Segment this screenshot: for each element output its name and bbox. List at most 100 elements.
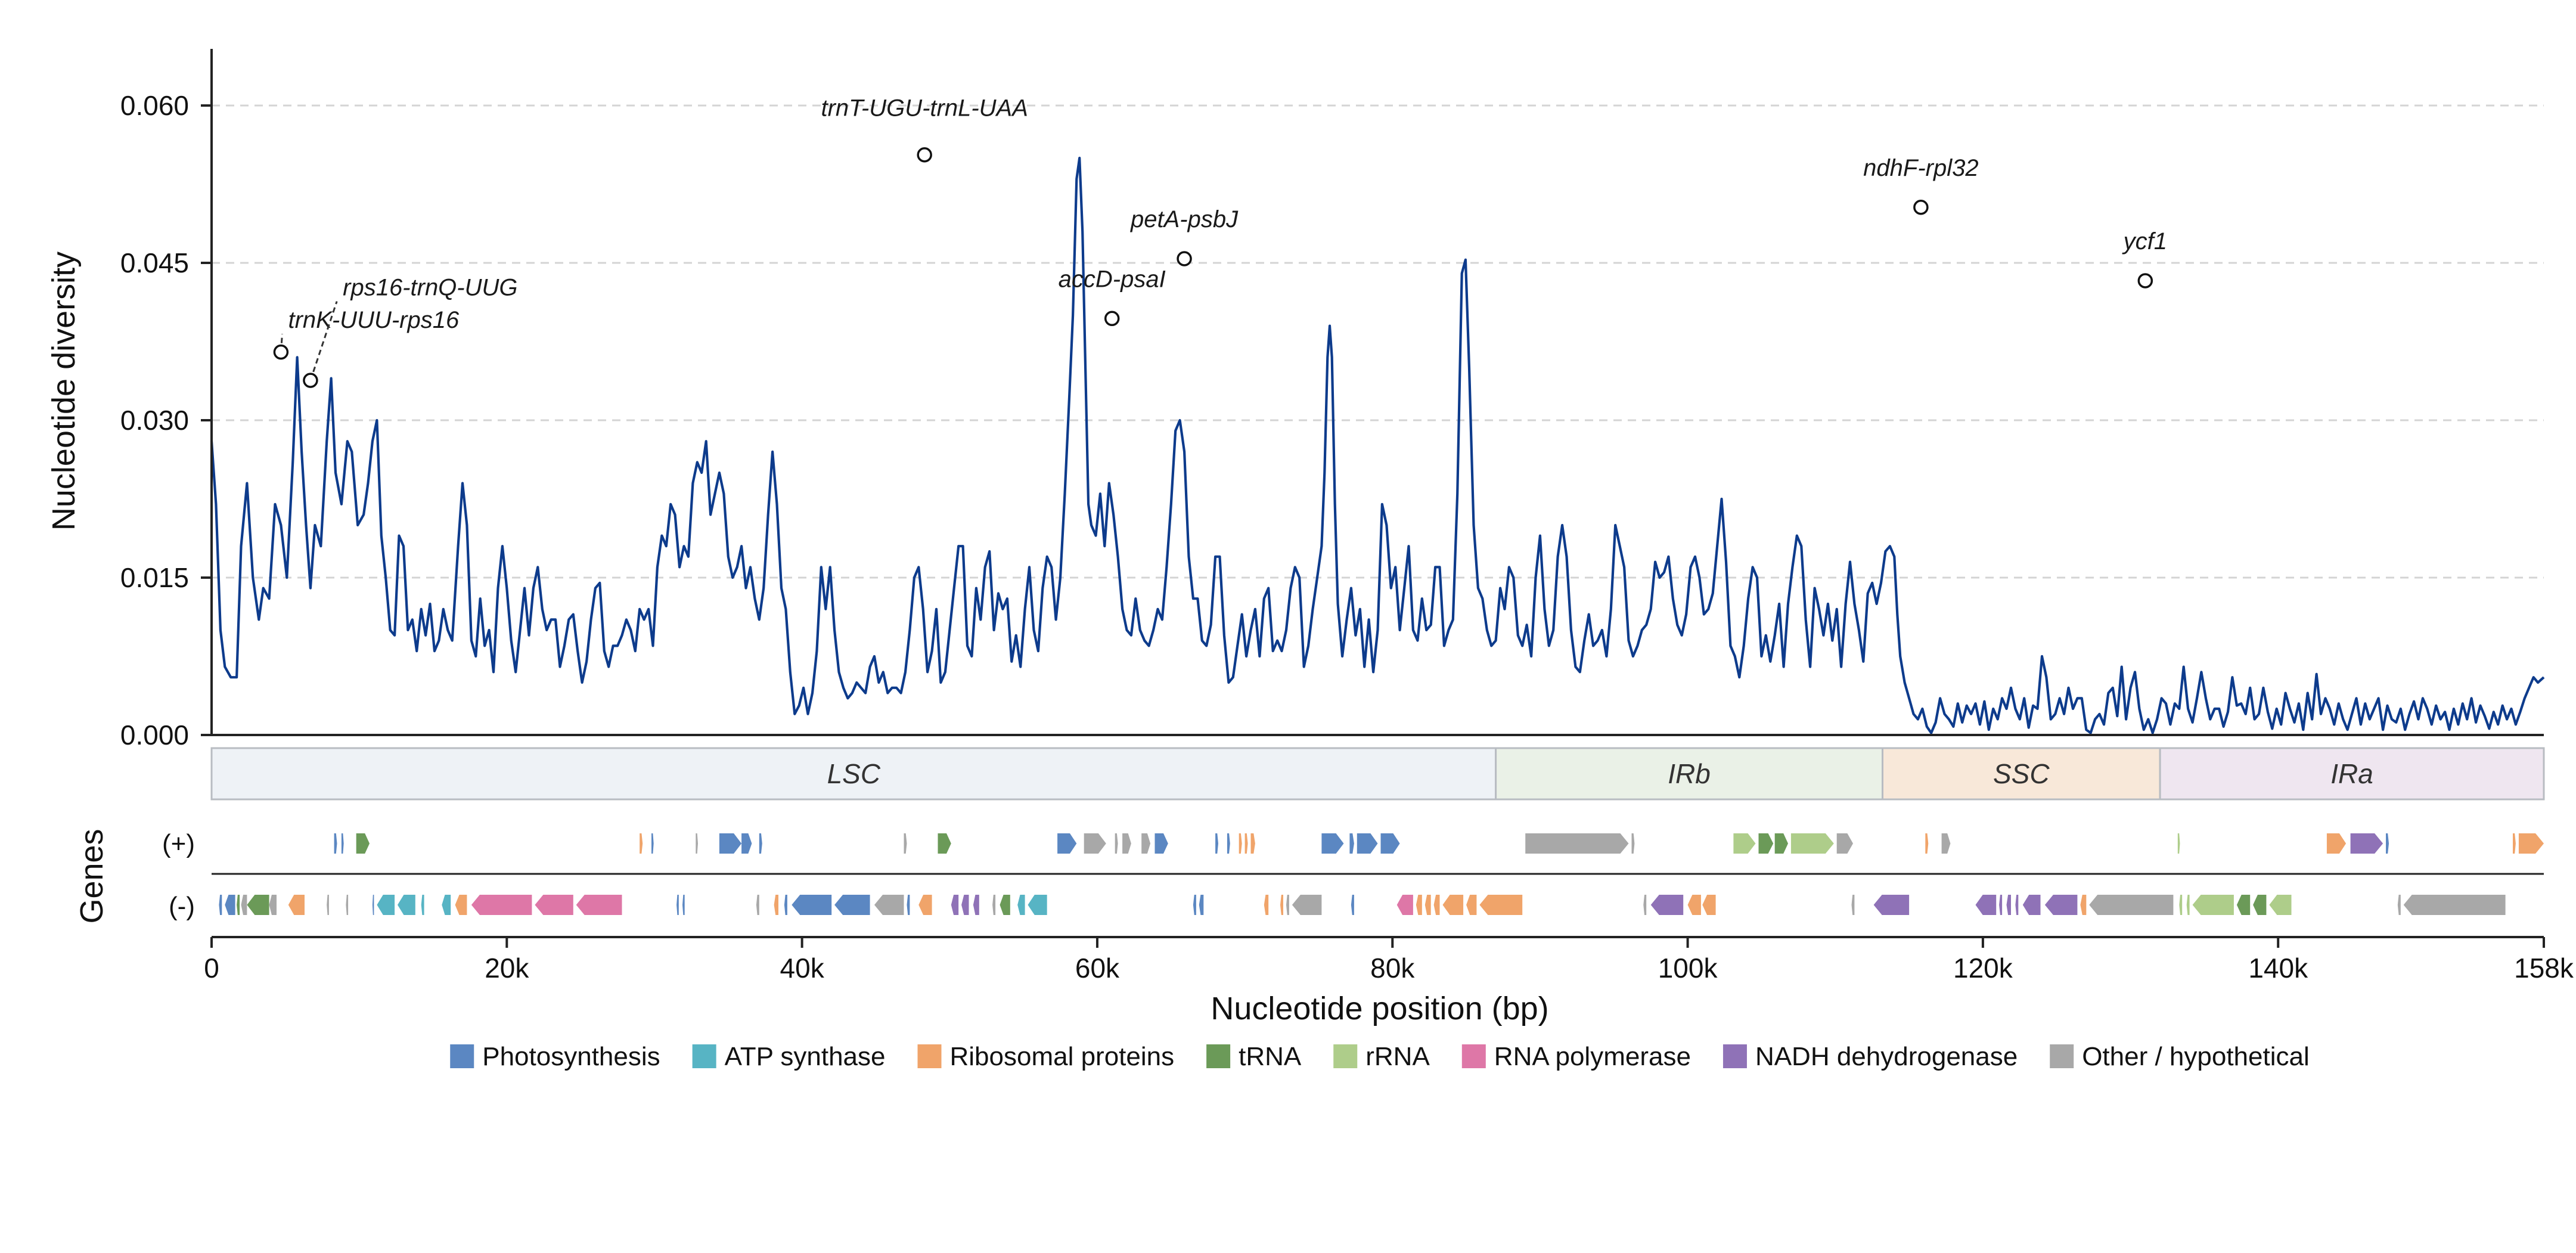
legend-label: rRNA xyxy=(1365,1042,1430,1071)
gene-plus xyxy=(1215,833,1218,854)
gene-plus xyxy=(1774,833,1788,854)
legend-swatch xyxy=(917,1044,942,1068)
x-tick-label: 60k xyxy=(1075,953,1120,984)
peak-label: trnK-UUU-rps16 xyxy=(288,307,460,333)
region-box xyxy=(210,747,1497,801)
gene-minus xyxy=(1000,895,1010,915)
gene-minus xyxy=(2236,895,2251,915)
legend-swatch xyxy=(692,1044,716,1068)
y-tick-label: 0.030 xyxy=(120,405,189,436)
axes-layer: 0.000 0.015 0.030 0.045 0.060 0 20k 40k 60k 80k 10… xyxy=(120,49,2574,984)
gene-minus xyxy=(1286,895,1289,915)
legend-layer: Photosynthesis ATP synthase Ribosomal prot… xyxy=(450,1042,2310,1071)
legend-swatch xyxy=(450,1044,474,1068)
gene-plus xyxy=(1758,833,1774,854)
gene-plus xyxy=(1380,833,1400,854)
gene-plus xyxy=(1733,833,1756,854)
gene-minus xyxy=(774,895,778,915)
gene-plus xyxy=(2350,833,2383,854)
gene-minus xyxy=(535,895,573,915)
legend-label: ATP synthase xyxy=(725,1042,886,1071)
peak-marker xyxy=(1913,200,1929,215)
gene-minus xyxy=(1433,895,1440,915)
peak-label: accD-psaI xyxy=(1059,266,1166,293)
legend-label: NADH dehydrogenase xyxy=(1755,1042,2018,1071)
gene-minus xyxy=(2089,895,2174,915)
x-axis-title: Nucleotide position (bp) xyxy=(1211,991,1548,1026)
x-tick-label: 140k xyxy=(2248,953,2308,984)
region-label: IRa xyxy=(2330,758,2373,789)
legend-swatch xyxy=(1206,1044,1231,1068)
region-label: LSC xyxy=(827,758,881,789)
gene-minus xyxy=(973,895,979,915)
gene-minus xyxy=(1193,895,1196,915)
gene-plus xyxy=(1057,833,1077,854)
gene-plus xyxy=(334,833,337,854)
legend-swatch xyxy=(1722,1044,1747,1068)
gene-minus xyxy=(1975,895,1997,915)
gene-plus xyxy=(1141,833,1151,854)
gene-plus xyxy=(1154,833,1168,854)
gene-minus xyxy=(442,895,451,915)
region-layer: LSC IRb SSC IRa xyxy=(210,747,2545,801)
gene-plus xyxy=(2518,833,2544,854)
gene-minus xyxy=(2044,895,2078,915)
diversity-line xyxy=(210,156,2545,734)
y-axis-title: Nucleotide diversity xyxy=(46,252,82,531)
y-tick-label: 0.045 xyxy=(120,247,189,278)
gene-minus xyxy=(398,895,415,915)
gene-minus xyxy=(1479,895,1523,915)
gene-minus xyxy=(792,895,832,915)
region-box xyxy=(2159,747,2545,801)
gene-minus xyxy=(1873,895,1910,915)
gene-plus xyxy=(1631,833,1635,854)
gene-minus xyxy=(2192,895,2234,915)
gene-plus xyxy=(2326,833,2347,854)
gene-plus xyxy=(1836,833,1853,854)
y-tick-label: 0.060 xyxy=(120,90,189,121)
minus-strand-label: (-) xyxy=(169,892,195,921)
gene-minus xyxy=(346,895,349,915)
legend-swatch xyxy=(1461,1044,1486,1068)
peak-label: ycf1 xyxy=(2122,228,2167,255)
gene-plus xyxy=(640,833,643,854)
gene-minus xyxy=(1442,895,1464,915)
gene-plus xyxy=(696,833,698,854)
gene-track-title: Genes xyxy=(74,829,110,923)
legend-swatch xyxy=(2050,1044,2074,1068)
gene-minus xyxy=(1687,895,1701,915)
gene-minus xyxy=(1280,895,1283,915)
gene-minus xyxy=(1292,895,1322,915)
gene-minus xyxy=(918,895,932,915)
gene-minus xyxy=(1199,895,1204,915)
gene-minus xyxy=(1351,895,1354,915)
gene-plus xyxy=(1925,833,1929,854)
gene-minus xyxy=(1650,895,1684,915)
legend-label: Other / hypothetical xyxy=(2082,1042,2310,1071)
legend-label: tRNA xyxy=(1239,1042,1302,1071)
peak-label: rps16-trnQ-UUG xyxy=(343,275,517,301)
gene-minus xyxy=(471,895,532,915)
gene-minus xyxy=(1416,895,1422,915)
peak-marker xyxy=(1177,251,1192,266)
gene-plus xyxy=(759,833,762,854)
gene-minus xyxy=(2015,895,2019,915)
gene-plus xyxy=(1239,833,1242,854)
region-box xyxy=(1495,747,1883,801)
legend-swatch xyxy=(1333,1044,1358,1068)
x-tick-label: 100k xyxy=(1658,953,1718,984)
gene-plus xyxy=(2386,833,2389,854)
gene-minus xyxy=(2006,895,2011,915)
gene-minus xyxy=(784,895,787,915)
gene-minus xyxy=(372,895,374,915)
gene-minus xyxy=(834,895,870,915)
peak-marker xyxy=(2137,273,2153,289)
gene-minus xyxy=(756,895,759,915)
peak-marker xyxy=(1104,311,1120,327)
gene-plus xyxy=(2177,833,2180,854)
region-box xyxy=(1881,747,2161,801)
peak-marker xyxy=(303,373,318,388)
gene-minus xyxy=(2397,895,2401,915)
y-tick-label: 0.015 xyxy=(120,562,189,593)
